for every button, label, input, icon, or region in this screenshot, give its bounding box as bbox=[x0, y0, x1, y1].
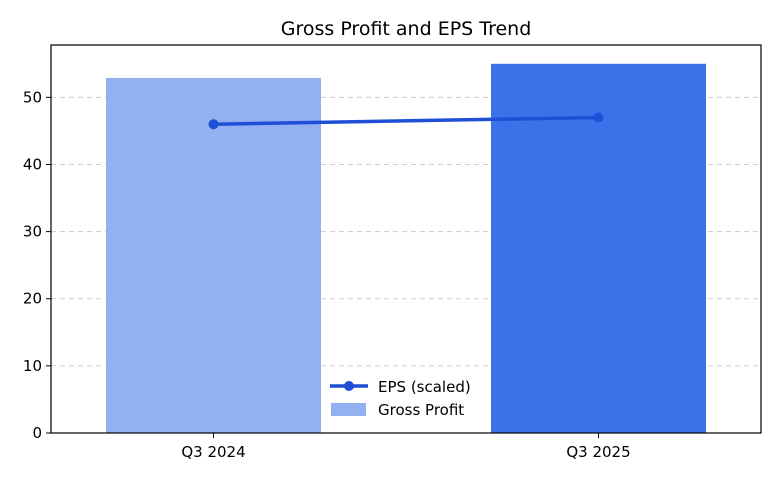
legend-gross-profit-label: Gross Profit bbox=[378, 401, 464, 419]
legend-eps-label: EPS (scaled) bbox=[378, 378, 471, 396]
y-tick-label: 20 bbox=[23, 290, 42, 308]
chart-title: Gross Profit and EPS Trend bbox=[281, 18, 532, 40]
eps-point bbox=[208, 119, 219, 130]
legend-gross-profit-swatch-icon bbox=[331, 403, 366, 416]
y-tick-label: 0 bbox=[32, 424, 42, 442]
eps-line bbox=[213, 115, 599, 126]
bar-gross-profit bbox=[491, 63, 706, 434]
y-tick-label: 10 bbox=[23, 357, 42, 375]
legend: EPS (scaled) Gross Profit bbox=[330, 378, 471, 419]
x-tick-label: Q3 2025 bbox=[566, 443, 630, 461]
y-axis-ticks: 0 10 20 30 40 50 bbox=[23, 88, 51, 442]
x-tick-label: Q3 2024 bbox=[181, 443, 245, 461]
eps-line-series bbox=[208, 112, 604, 130]
x-axis-ticks: Q3 2024 Q3 2025 bbox=[181, 433, 631, 461]
bars bbox=[106, 63, 706, 434]
legend-eps-marker-icon bbox=[344, 381, 354, 391]
bar-gross-profit bbox=[106, 77, 321, 433]
y-tick-label: 50 bbox=[23, 88, 42, 106]
y-tick-label: 30 bbox=[23, 223, 42, 241]
plot-frame bbox=[50, 44, 762, 434]
y-tick-label: 40 bbox=[23, 155, 42, 173]
eps-point bbox=[593, 112, 604, 123]
